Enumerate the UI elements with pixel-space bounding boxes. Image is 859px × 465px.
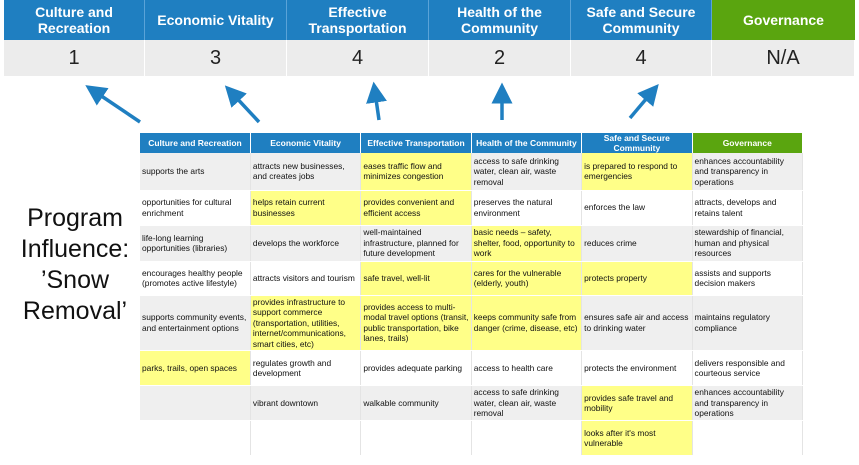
table-cell: provides access to multi-modal travel op… <box>360 295 472 351</box>
table-cell: well-maintained infrastructure, planned … <box>360 225 472 262</box>
col-header: Governance <box>692 133 804 153</box>
table-cell: develops the workforce <box>250 225 362 262</box>
table-cell: supports community events, and entertain… <box>140 295 251 351</box>
table-cell: provides infrastructure to support comme… <box>250 295 362 351</box>
table-cell: reduces crime <box>581 225 693 262</box>
table-cell: stewardship of financial, human and phys… <box>692 225 804 262</box>
table-cell: helps retain current businesses <box>250 190 362 226</box>
table-row: looks after it's most vulnerable <box>140 420 804 456</box>
score-transportation: 4 <box>287 40 429 76</box>
table-row: encourages healthy people (promotes acti… <box>140 261 804 296</box>
table-cell: preserves the natural environment <box>471 190 583 226</box>
table-row: vibrant downtown walkable community access… <box>140 385 804 421</box>
table-cell: enforces the law <box>581 190 693 226</box>
table-cell: keeps community safe from danger (crime,… <box>471 295 583 351</box>
program-influence-label: Program Influence: ’Snow Removal’ <box>20 204 130 325</box>
score-culture: 1 <box>4 40 145 76</box>
table-cell: is prepared to respond to emergencies <box>581 153 693 191</box>
col-header: Culture and Recreation <box>140 133 251 153</box>
arrow-icon <box>628 83 659 120</box>
table-cell: provides adequate parking <box>360 350 472 386</box>
summary-header-health: Health of the Community <box>429 0 571 40</box>
table-cell: encourages healthy people (promotes acti… <box>140 261 251 296</box>
table-cell: opportunities for cultural enrichment <box>140 190 251 226</box>
table-cell: supports the arts <box>140 153 251 191</box>
table-cell: access to safe drinking water, clean air… <box>471 385 583 421</box>
col-header: Safe and Secure Community <box>581 133 693 153</box>
score-governance: N/A <box>712 40 855 76</box>
summary-scores: Culture and Recreation Economic Vitality… <box>4 0 855 76</box>
table-row: supports community events, and entertain… <box>140 295 804 351</box>
arrow-icon <box>85 85 141 124</box>
score-economic: 3 <box>145 40 287 76</box>
table-cell: parks, trails, open spaces <box>140 350 251 386</box>
table-row: opportunities for cultural enrichment hel… <box>140 190 804 226</box>
summary-header-safety: Safe and Secure Community <box>571 0 712 40</box>
table-cell: attracts visitors and tourism <box>250 261 362 296</box>
table-cell: provides convenient and efficient access <box>360 190 472 226</box>
table-cell: access to safe drinking water, clean air… <box>471 153 583 191</box>
col-header: Health of the Community <box>471 133 583 153</box>
table-cell: enhances accountability and transparency… <box>692 153 804 191</box>
table-cell <box>140 420 251 456</box>
table-cell: life-long learning opportunities (librar… <box>140 225 251 262</box>
table-cell: access to health care <box>471 350 583 386</box>
table-cell: cares for the vulnerable (elderly, youth… <box>471 261 583 296</box>
table-cell <box>140 385 251 421</box>
table-cell <box>692 420 804 456</box>
table-cell: attracts new businesses, and creates job… <box>250 153 362 191</box>
table-cell: protects the environment <box>581 350 693 386</box>
table-cell <box>360 420 472 456</box>
table-cell: ensures safe air and access to drinking … <box>581 295 693 351</box>
arrow-icon <box>366 81 387 121</box>
col-header: Effective Transportation <box>360 133 472 153</box>
table-cell: enhances accountability and transparency… <box>692 385 804 421</box>
table-cell: protects property <box>581 261 693 296</box>
col-header: Economic Vitality <box>250 133 362 153</box>
table-cell: regulates growth and development <box>250 350 362 386</box>
table-cell: maintains regulatory compliance <box>692 295 804 351</box>
table-cell: delivers responsible and courteous servi… <box>692 350 804 386</box>
table-row: life-long learning opportunities (librar… <box>140 225 804 262</box>
table-cell: vibrant downtown <box>250 385 362 421</box>
summary-header-transportation: Effective Transportation <box>287 0 429 40</box>
summary-header-governance: Governance <box>712 0 855 40</box>
table-cell: eases traffic flow and minimizes congest… <box>360 153 472 191</box>
table-cell <box>471 420 583 456</box>
table-cell <box>250 420 362 456</box>
table-cell: looks after it's most vulnerable <box>581 420 693 456</box>
table-cell: provides safe travel and mobility <box>581 385 693 421</box>
criteria-table: Culture and Recreation Economic Vitality… <box>140 133 804 456</box>
table-row: supports the arts attracts new businesses… <box>140 153 804 191</box>
score-safety: 4 <box>571 40 712 76</box>
score-health: 2 <box>429 40 571 76</box>
table-row: parks, trails, open spaces regulates grow… <box>140 350 804 386</box>
arrow-icon <box>224 85 261 124</box>
summary-header-economic: Economic Vitality <box>145 0 287 40</box>
table-cell: basic needs – safety, shelter, food, opp… <box>471 225 583 262</box>
table-cell: safe travel, well-lit <box>360 261 472 296</box>
table-cell: assists and supports decision makers <box>692 261 804 296</box>
summary-header-culture: Culture and Recreation <box>4 0 145 40</box>
table-cell: attracts, develops and retains talent <box>692 190 804 226</box>
table-cell: walkable community <box>360 385 472 421</box>
